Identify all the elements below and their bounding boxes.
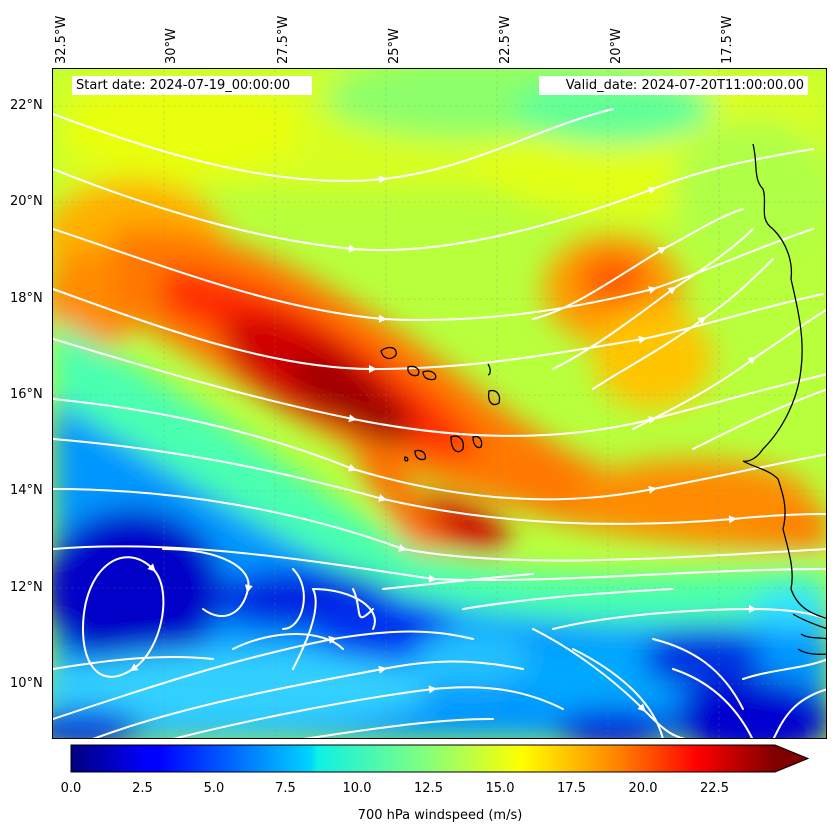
windspeed-map [53, 69, 826, 738]
graticule [53, 69, 826, 738]
colorbar-tick-4: 10.0 [342, 781, 372, 796]
lat-label-16n: 16°N [10, 387, 43, 402]
lon-label-27-5w: 27.5°W [276, 15, 291, 64]
colorbar-tick-2: 5.0 [203, 781, 225, 796]
start-date-label: Start date: 2024-07-19_00:00:00 [72, 76, 312, 95]
lon-label-22-5w: 22.5°W [498, 15, 513, 64]
colorbar [70, 744, 810, 773]
lon-label-25w: 25°W [387, 28, 402, 64]
lat-label-18n: 18°N [10, 291, 43, 306]
lat-label-12n: 12°N [10, 580, 43, 595]
colorbar-label: 700 hPa windspeed (m/s) [357, 808, 523, 823]
colorbar-tick-3: 7.5 [275, 781, 296, 796]
colorbar-tick-8: 20.0 [628, 781, 658, 796]
streamlines [53, 108, 826, 738]
colorbar-tick-1: 2.5 [132, 781, 153, 796]
colorbar-tick-6: 15.0 [485, 781, 515, 796]
lon-label-30w: 30°W [164, 28, 179, 64]
colorbar-tick-5: 12.5 [414, 781, 443, 796]
coastline [380, 143, 826, 655]
lon-label-17-5w: 17.5°W [720, 15, 735, 64]
lat-label-22n: 22°N [10, 98, 43, 113]
colorbar-tick-0: 0.0 [60, 781, 82, 796]
colorbar-tick-9: 22.5 [700, 781, 729, 796]
colorbar-gradient [71, 745, 775, 772]
lat-label-14n: 14°N [10, 483, 43, 498]
colorbar-tick-7: 17.5 [557, 781, 586, 796]
lon-label-32-5w: 32.5°W [54, 15, 69, 64]
colorbar-extend-arrow [775, 745, 808, 772]
valid-date-label: Valid_date: 2024-07-20T11:00:00.00 [539, 76, 808, 95]
map-panel [52, 68, 827, 739]
lat-label-10n: 10°N [10, 676, 43, 691]
lat-label-20n: 20°N [10, 194, 43, 209]
lon-label-20w: 20°W [609, 28, 624, 64]
